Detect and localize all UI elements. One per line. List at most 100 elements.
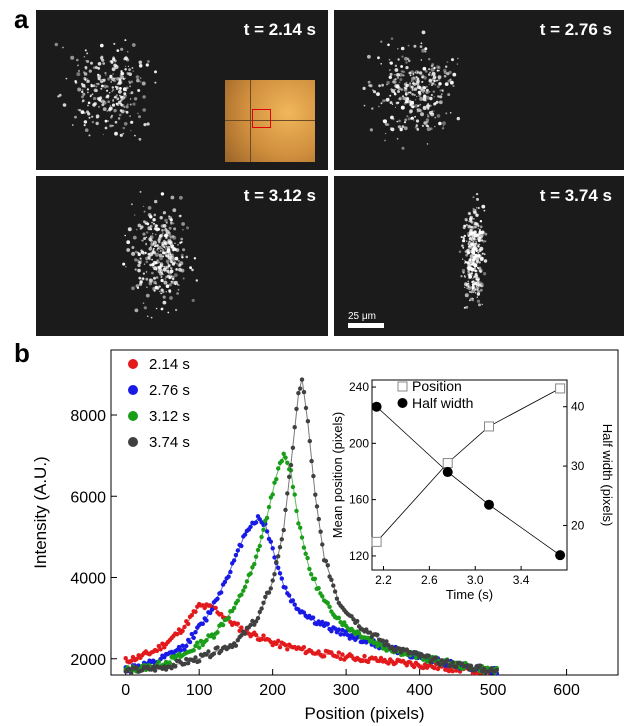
cell-speckle [467, 245, 470, 248]
cell-speckle [126, 248, 131, 252]
y-tick-label: 2000 [70, 652, 106, 669]
cell-speckle [54, 42, 58, 47]
cell-speckle [402, 96, 407, 101]
series-point [351, 617, 356, 622]
cell-speckle [406, 97, 410, 101]
cell-speckle [404, 118, 408, 122]
cell-speckle [164, 241, 168, 245]
cell-speckle [406, 102, 408, 104]
cell-speckle [397, 86, 401, 90]
cell-speckle [168, 272, 170, 274]
cell-speckle [471, 247, 476, 251]
cell-speckle [424, 50, 427, 53]
cell-speckle [147, 257, 150, 260]
cell-speckle [425, 118, 430, 122]
cell-speckle [172, 208, 177, 213]
series-point [248, 622, 253, 628]
cell-speckle [475, 285, 477, 287]
cell-speckle [172, 258, 175, 262]
cell-speckle [153, 280, 157, 285]
cell-speckle [396, 120, 399, 123]
cell-speckle [485, 240, 487, 242]
cell-speckle [146, 222, 150, 226]
cell-speckle [465, 305, 469, 309]
cell-speckle [119, 94, 121, 97]
cell-speckle [145, 63, 149, 67]
cell-speckle [389, 69, 391, 71]
cell-speckle [116, 49, 120, 52]
series-point [413, 655, 419, 660]
cell-speckle [378, 105, 380, 108]
cell-speckle [163, 273, 165, 276]
cell-speckle [474, 287, 479, 291]
cell-speckle [94, 66, 98, 69]
cell-speckle [125, 65, 127, 67]
cell-speckle [77, 109, 79, 111]
cell-speckle [99, 79, 102, 82]
cell-speckle [195, 279, 198, 282]
cell-speckle [428, 83, 430, 86]
cell-speckle [123, 92, 127, 96]
cell-speckle [154, 81, 157, 84]
series-point [336, 650, 341, 655]
cell-speckle [154, 282, 158, 285]
cell-speckle [120, 103, 123, 105]
cell-speckle [415, 81, 420, 86]
cell-speckle [477, 251, 480, 254]
cell-speckle [152, 247, 155, 250]
legend-entry: 3.12 s [149, 408, 190, 425]
cell-speckle [462, 258, 464, 260]
cell-speckle [150, 228, 153, 231]
cell-speckle [110, 59, 113, 62]
cell-speckle [177, 259, 180, 263]
cell-speckle [399, 127, 403, 132]
series-point [386, 661, 391, 666]
cell-speckle [103, 84, 108, 89]
cell-speckle [177, 288, 180, 291]
cell-speckle [161, 229, 164, 232]
cell-speckle [111, 124, 114, 127]
cell-speckle [140, 225, 144, 229]
frame-time-label: t = 3.74 s [539, 186, 612, 205]
cell-speckle [484, 232, 488, 236]
cell-speckle [418, 71, 423, 75]
cell-speckle [414, 70, 419, 75]
cell-speckle [428, 68, 431, 71]
cell-speckle [430, 94, 433, 96]
cell-speckle [154, 70, 157, 74]
cell-speckle [446, 72, 450, 76]
inset-x-tick-label: 2.6 [421, 573, 438, 587]
cell-speckle [462, 271, 465, 274]
cell-speckle [100, 87, 103, 90]
cell-speckle [451, 58, 454, 62]
cell-speckle [131, 43, 136, 47]
cell-speckle [159, 234, 162, 238]
cell-speckle [118, 89, 122, 94]
cell-speckle [468, 245, 471, 248]
cell-speckle [422, 94, 427, 99]
cell-speckle [469, 254, 474, 259]
cell-speckle [461, 268, 466, 273]
cell-speckle [412, 76, 416, 80]
cell-speckle [72, 124, 74, 126]
cell-speckle [443, 68, 447, 73]
cell-speckle [139, 190, 142, 193]
cell-speckle [447, 93, 451, 97]
series-point [366, 659, 371, 665]
cell-speckle [83, 55, 86, 58]
cell-speckle [116, 83, 119, 86]
cell-cluster-image [54, 39, 157, 141]
cell-speckle [122, 262, 126, 266]
cell-speckle [145, 277, 149, 281]
cell-speckle [427, 103, 430, 105]
cell-speckle [483, 209, 486, 212]
cell-speckle [122, 98, 124, 100]
cell-speckle [126, 58, 130, 62]
cell-speckle [159, 290, 161, 293]
cell-speckle [437, 95, 440, 98]
cell-speckle [477, 243, 480, 246]
series-point [450, 660, 455, 665]
cell-speckle [87, 101, 91, 105]
cell-speckle [145, 260, 149, 264]
cell-speckle [410, 105, 414, 108]
